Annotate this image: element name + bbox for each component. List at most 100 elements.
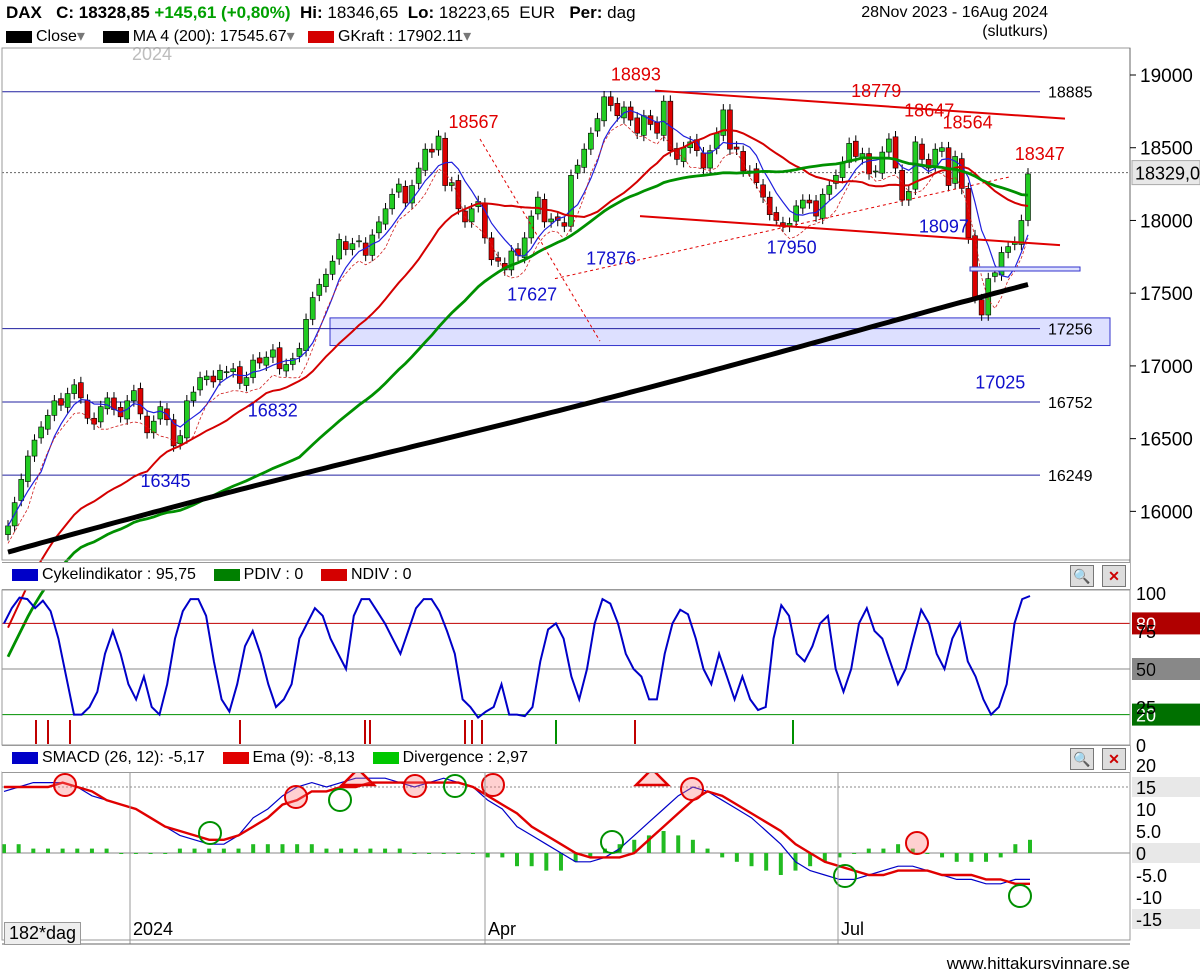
legend-close[interactable]: Close xyxy=(36,28,77,45)
divergence-bar xyxy=(368,848,373,853)
candle-body xyxy=(992,272,998,277)
per-label: Per: xyxy=(569,3,603,22)
divergence-bar xyxy=(2,844,6,853)
chart-header: DAX C: 18328,85 +145,61 (+0,80%) Hi: 183… xyxy=(0,0,1130,46)
peak-label: 18647 xyxy=(904,100,954,120)
candle-body xyxy=(256,357,263,364)
close-icon[interactable]: ✕ xyxy=(1102,565,1126,587)
divergence-bar xyxy=(720,853,725,858)
price-type: (slutkurs) xyxy=(982,23,1048,40)
divergence-bar xyxy=(998,853,1003,858)
pdiv-swatch-icon xyxy=(213,568,240,581)
candle-body xyxy=(25,455,31,482)
cycle-y-tick-label: 100 xyxy=(1136,584,1166,604)
ndiv-swatch-icon xyxy=(321,568,347,581)
resistance-trendline xyxy=(654,89,1066,120)
candle-body xyxy=(905,191,912,201)
divergence-bar xyxy=(251,844,256,853)
y-tick-label: 18000 xyxy=(1140,211,1193,232)
signal-circle xyxy=(198,821,222,845)
divergence-bar xyxy=(822,853,827,862)
divergence-bar xyxy=(588,853,593,858)
candle-body xyxy=(137,388,144,415)
divergence-bar xyxy=(544,853,549,871)
close-icon[interactable]: ✕ xyxy=(1102,748,1126,770)
cycle-level-label: 80 xyxy=(1136,614,1156,634)
divergence-bar xyxy=(881,848,886,853)
trough-label: 17025 xyxy=(975,372,1025,392)
candle-body xyxy=(634,117,641,134)
macd-legend-div: Divergence : 2,97 xyxy=(402,749,528,766)
x-tick-label: Apr xyxy=(488,919,516,939)
candle-body xyxy=(150,420,157,434)
candle-body xyxy=(548,218,554,223)
divergence-bar xyxy=(940,853,945,858)
candle-body xyxy=(223,371,230,374)
candle-body xyxy=(740,151,746,172)
peak-label: 18779 xyxy=(851,81,901,101)
signal-triangle xyxy=(632,767,672,787)
divergence-bar xyxy=(910,848,915,853)
candle-body xyxy=(879,151,886,174)
macd-tick-box xyxy=(1132,843,1200,863)
divergence-bar xyxy=(808,853,813,867)
cycle-legend-ndiv: NDIV : 0 xyxy=(351,566,412,583)
y-tick-label: 19000 xyxy=(1140,66,1193,87)
candle-body xyxy=(508,250,515,271)
divergence-bar xyxy=(764,853,769,871)
divergence-bar xyxy=(221,848,226,853)
candle-body xyxy=(84,399,91,419)
divergence-bar xyxy=(515,853,519,867)
candle-body xyxy=(336,239,342,260)
candle-body xyxy=(329,260,336,275)
candle-body xyxy=(521,237,528,258)
trough-label: 18097 xyxy=(919,216,969,236)
date-range-text: 28Nov 2023 - 16Aug 2024 xyxy=(861,4,1048,21)
signal-circle xyxy=(905,831,929,855)
divergence-bar xyxy=(148,853,153,854)
candle-body xyxy=(700,152,707,169)
candle-body xyxy=(429,148,435,153)
symbol: DAX xyxy=(6,3,42,22)
macd-y-tick-label: 20 xyxy=(1136,756,1156,776)
last-price-box xyxy=(1131,160,1200,186)
candle-body xyxy=(316,284,323,296)
peak-label: 18347 xyxy=(1015,144,1065,164)
cycle-legend-main: Cykelindikator : 95,75 xyxy=(42,566,196,583)
legend-ma[interactable]: MA 4 (200): 17545.67 xyxy=(132,28,287,45)
candle-body xyxy=(660,100,667,136)
divergence-bar xyxy=(383,848,388,853)
y-tick-label: 18500 xyxy=(1140,139,1193,160)
candle-body xyxy=(601,96,607,122)
candle-body xyxy=(323,273,329,287)
candle-body xyxy=(409,185,415,204)
gkraft-swatch-icon xyxy=(307,30,334,43)
year-watermark: 2024 xyxy=(132,44,173,64)
magnify-icon[interactable]: 🔍 xyxy=(1070,748,1094,770)
signal-circle xyxy=(328,788,352,812)
candle-body xyxy=(998,252,1005,276)
candle-body xyxy=(753,168,760,183)
x-tick-label: 2024 xyxy=(133,919,173,939)
divergence-bar xyxy=(690,839,695,853)
macd-legend: SMACD (26, 12): -5,17 Ema (9): -8,13 Div… xyxy=(12,749,528,767)
divergence-bar xyxy=(412,853,417,854)
divergence-bar xyxy=(984,853,989,862)
candle-body xyxy=(283,364,289,372)
divergence-bar xyxy=(500,853,505,858)
candle-body xyxy=(839,161,846,178)
cycle-panel-bar: Cykelindikator : 95,75 PDIV : 0 NDIV : 0… xyxy=(2,562,1130,590)
divergence-bar xyxy=(866,848,871,853)
legend-gkraft[interactable]: GKraft : 17902.11 xyxy=(337,28,464,45)
divergence-bar xyxy=(837,853,842,858)
candle-body xyxy=(203,375,210,381)
magnify-icon[interactable]: 🔍 xyxy=(1070,565,1094,587)
candle-body xyxy=(833,175,839,184)
candle-body xyxy=(932,148,939,167)
candle-body xyxy=(488,237,495,261)
trough-label: 16345 xyxy=(141,471,191,491)
gkraft-line xyxy=(7,129,1029,629)
divergence-bar xyxy=(852,853,857,854)
candle-body xyxy=(276,347,283,370)
